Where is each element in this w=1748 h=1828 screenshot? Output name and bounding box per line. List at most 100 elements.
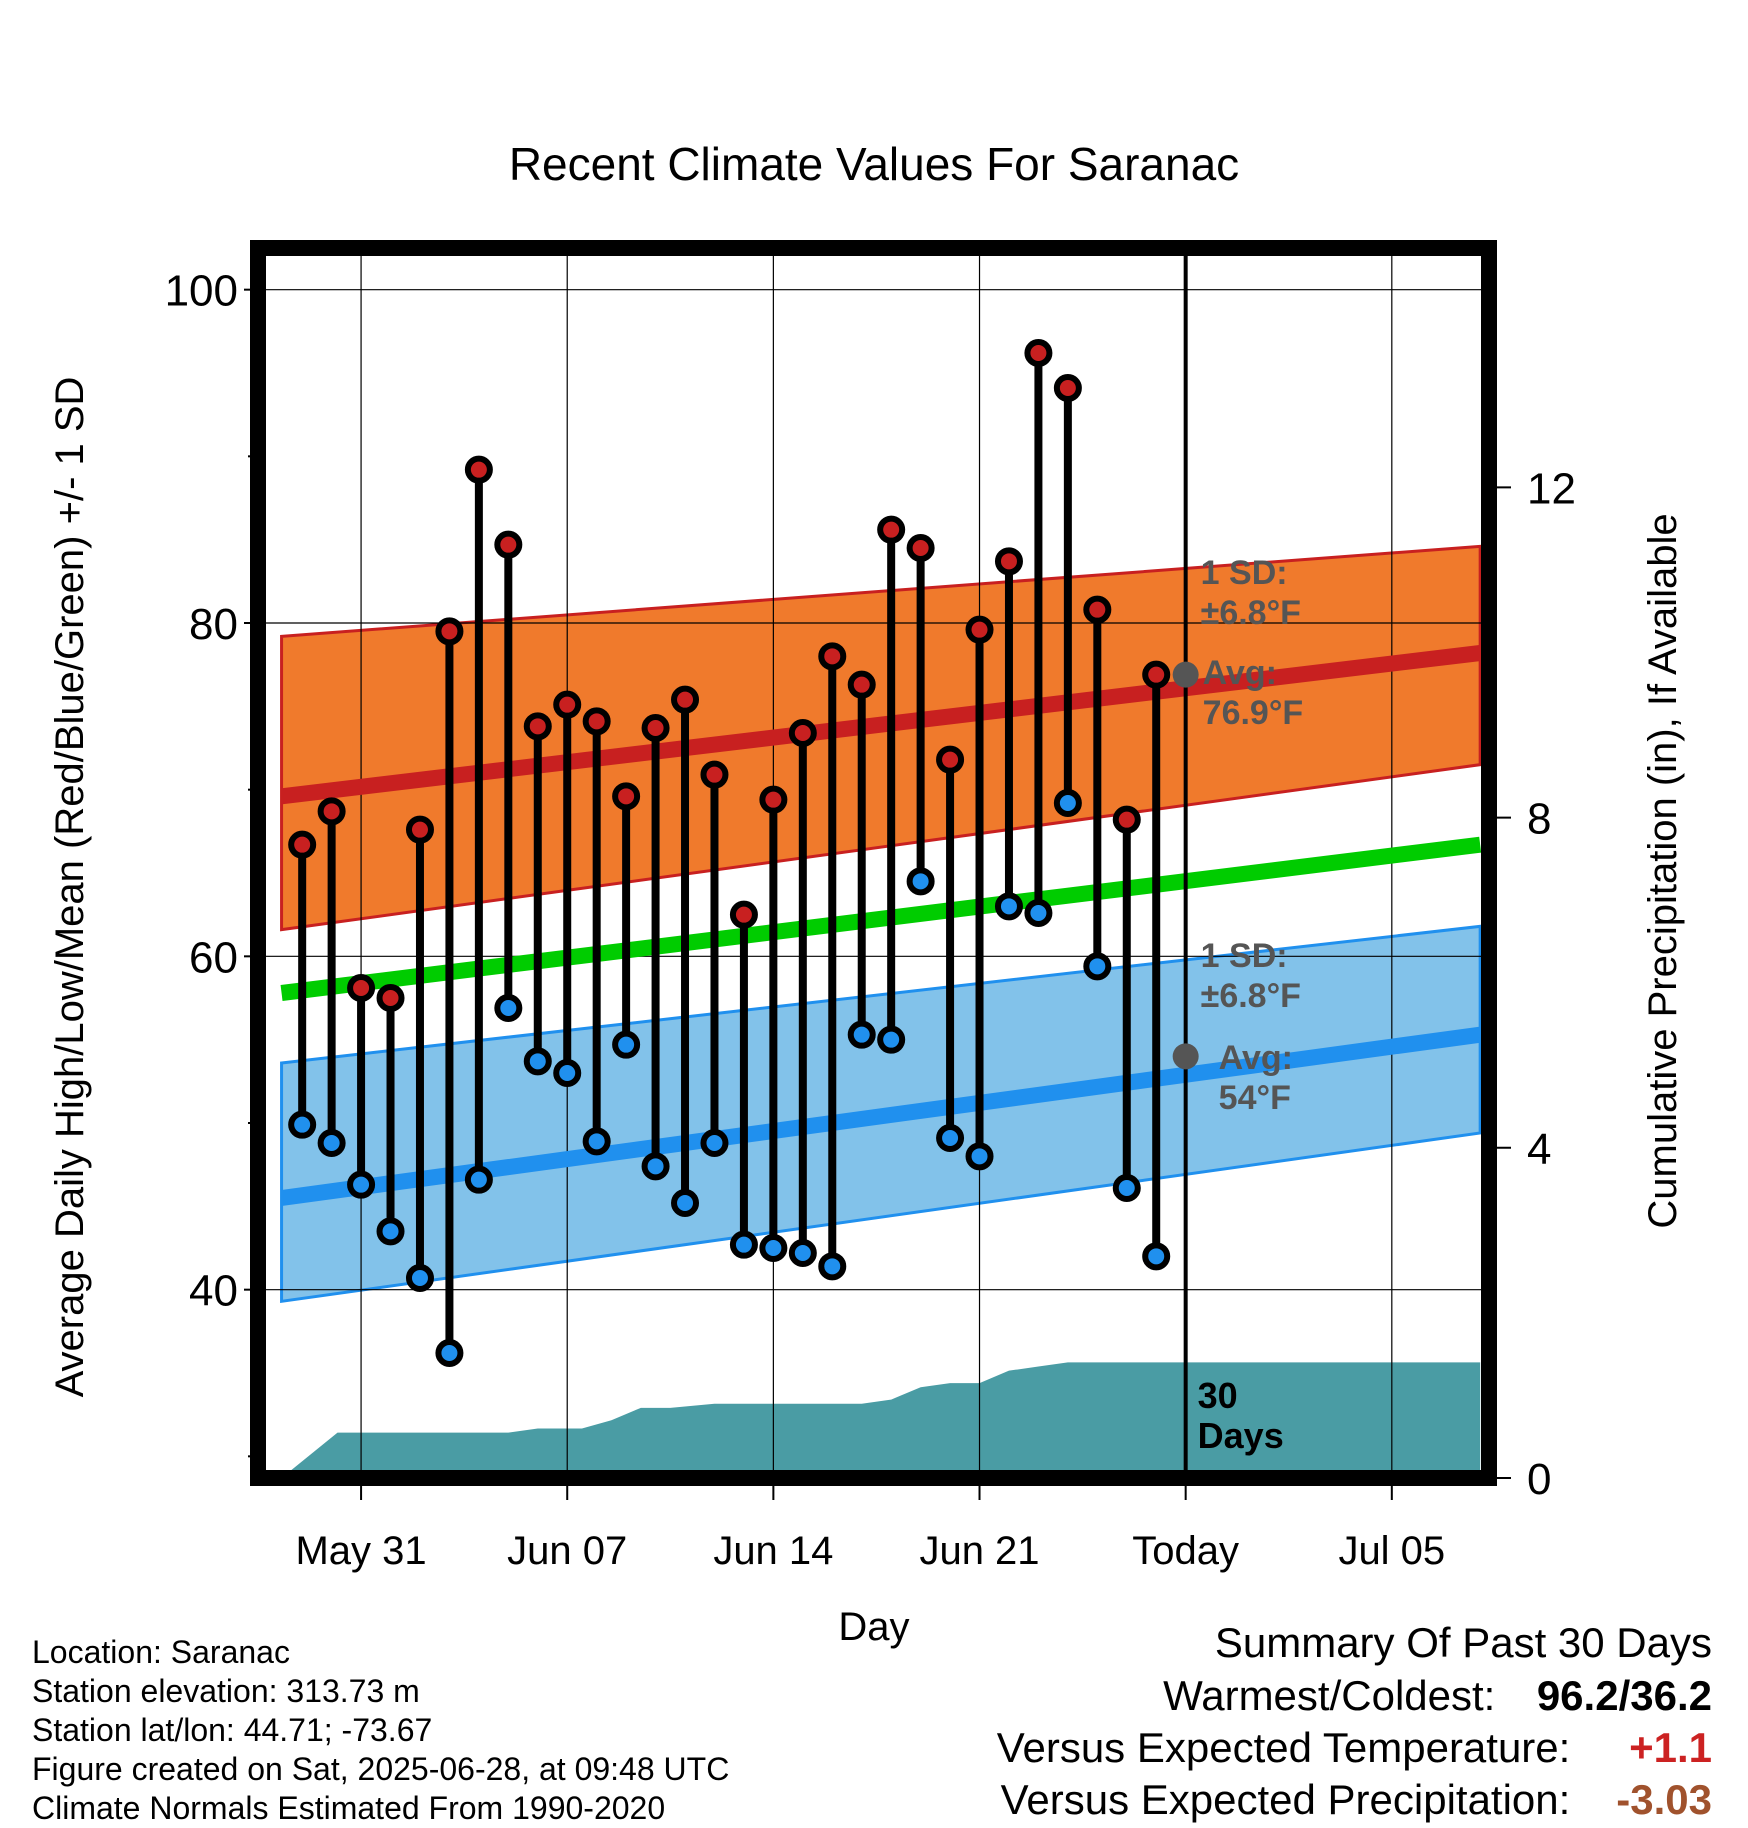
high-point-9 [553,690,582,719]
high-point-1 [317,797,346,826]
high-point-23 [965,615,994,644]
high-point-6 [464,455,493,484]
low-point-11 [612,1030,641,1059]
high-point-28 [1112,805,1141,834]
low-point-1 [317,1129,346,1157]
y2-tick-label-4: 4 [1527,1125,1551,1174]
high-sd-band [280,544,1482,932]
low-point-20 [877,1025,906,1054]
high-point-21 [906,534,935,562]
low-point-25 [1024,899,1053,927]
warm-cold-label: Warmest/Coldest: [1163,1672,1496,1719]
high-sd-label-0: 1 SD: [1201,554,1288,592]
high-sd-label-1: ±6.8°F [1201,594,1301,632]
days-label-1: Days [1198,1415,1284,1456]
low-point-28 [1112,1174,1141,1202]
high-point-22 [936,745,965,774]
y2-tick-label-12: 12 [1527,464,1576,513]
low-point-23 [965,1142,994,1171]
high-point-25 [1024,339,1053,367]
low-point-8 [523,1047,552,1076]
low-point-26 [1053,789,1082,817]
high-point-3 [376,984,405,1012]
chart-title: Recent Climate Values For Saranac [509,138,1239,190]
low-point-18 [818,1252,847,1281]
x-tick-label-5: Jul 05 [1338,1529,1445,1573]
low-point-7 [494,994,523,1022]
low-point-12 [641,1152,670,1181]
low-point-9 [553,1059,582,1087]
days-label-0: 30 [1198,1375,1238,1416]
summary-heading: Summary Of Past 30 Days [1214,1619,1712,1666]
precip-value: -3.03 [1616,1776,1712,1823]
high-point-5 [435,617,464,646]
today-low-avg-marker [1172,1043,1199,1070]
low-point-19 [847,1020,876,1049]
y-tick-label-60: 60 [189,933,238,982]
low-point-16 [759,1234,788,1262]
high-avg-label-1: 76.9°F [1203,694,1304,732]
plot-frame [250,240,1497,1486]
y2-axis-label: Cumulative Precipitation (in), If Availa… [1641,513,1685,1228]
high-point-29 [1142,660,1171,689]
high-point-2 [347,974,376,1002]
summary-temperature: Versus Expected Temperature: +1.1 [997,1726,1712,1770]
today-high-avg-marker [1172,661,1199,688]
high-point-0 [288,830,317,859]
high-point-18 [818,642,847,671]
high-point-26 [1053,374,1082,402]
temp-label: Versus Expected Temperature: [996,1724,1571,1771]
x-tick-label-1: Jun 07 [507,1529,627,1573]
summary-warm-cold: Warmest/Coldest: 96.2/36.2 [1163,1674,1712,1718]
high-point-20 [877,515,906,544]
x-axis-label: Day [838,1605,909,1649]
high-point-8 [523,712,552,741]
x-tick-label-3: Jun 21 [919,1529,1039,1573]
precip-label: Versus Expected Precipitation: [1000,1776,1571,1823]
footer-location: Location: Saranac [32,1634,290,1670]
high-point-10 [582,707,611,736]
low-point-4 [405,1264,434,1292]
footer-created: Figure created on Sat, 2025-06-28, at 09… [32,1751,730,1787]
high-point-17 [788,719,817,747]
low-point-5 [435,1339,464,1367]
low-point-3 [376,1217,405,1246]
y-axis-label: Average Daily High/Low/Mean (Red/Blue/Gr… [48,377,92,1398]
high-point-11 [612,782,641,811]
low-point-2 [347,1170,376,1199]
high-point-12 [641,714,670,742]
low-point-17 [788,1239,817,1267]
low-point-24 [994,892,1023,921]
low-point-29 [1142,1242,1171,1271]
low-point-27 [1083,952,1112,981]
precip-area [281,1362,1481,1478]
low-point-0 [288,1110,317,1139]
y2-tick-label-0: 0 [1527,1455,1551,1504]
warm-cold-value: 96.2/36.2 [1536,1672,1712,1719]
high-point-24 [994,547,1023,576]
y2-tick-label-8: 8 [1527,795,1551,844]
low-avg-label-0: Avg: [1219,1039,1293,1077]
low-point-10 [582,1127,611,1156]
low-point-13 [671,1189,700,1217]
footer-latlon: Station lat/lon: 44.71; -73.67 [32,1712,433,1748]
high-point-13 [671,685,700,714]
low-point-22 [936,1124,965,1152]
low-point-14 [700,1129,729,1157]
y-tick-label-80: 80 [189,600,238,649]
high-point-4 [405,815,434,844]
footer-normals: Climate Normals Estimated From 1990-2020 [32,1790,666,1826]
y-tick-label-40: 40 [189,1267,238,1316]
low-point-6 [464,1165,493,1194]
high-point-16 [759,785,788,814]
high-avg-label-0: Avg: [1203,654,1277,692]
low-sd-label-0: 1 SD: [1201,937,1288,975]
x-tick-label-2: Jun 14 [713,1529,833,1573]
low-avg-label-1: 54°F [1219,1079,1291,1117]
high-point-15 [729,900,758,929]
high-point-27 [1083,595,1112,624]
x-tick-label-0: May 31 [295,1529,426,1573]
low-point-15 [729,1230,758,1259]
